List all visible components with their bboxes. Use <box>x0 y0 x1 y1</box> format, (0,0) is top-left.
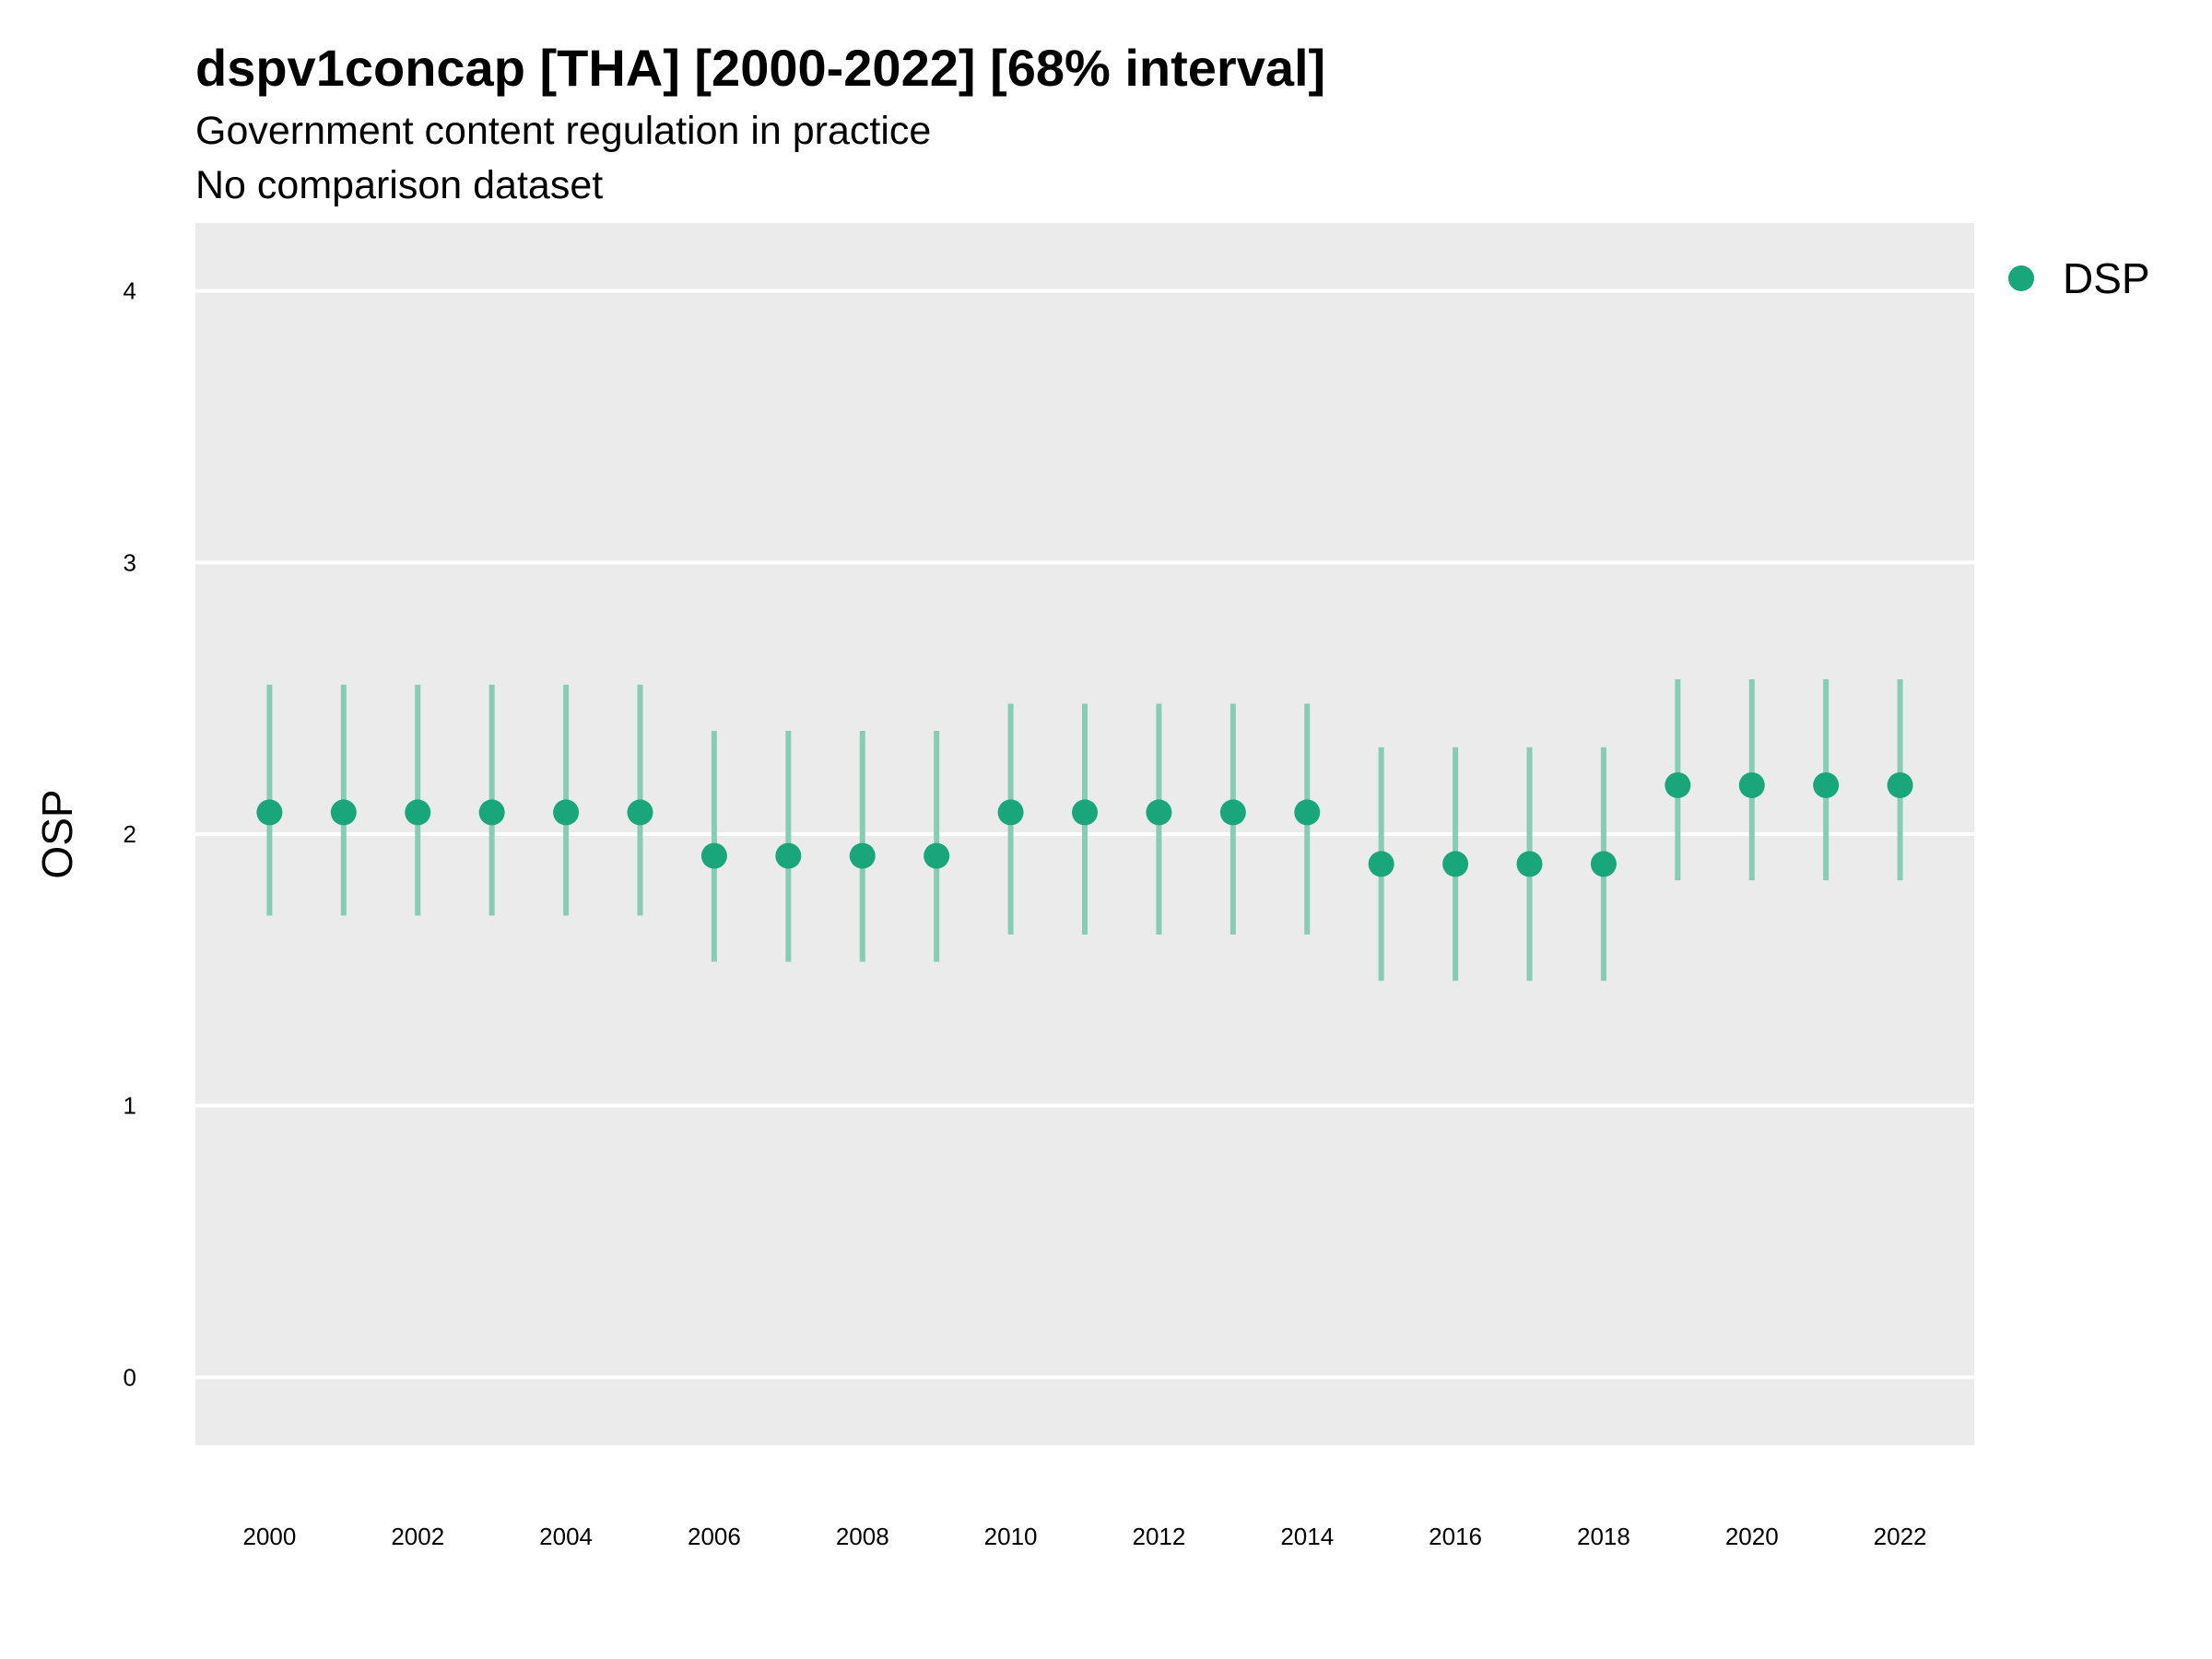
y-tick-label: 4 <box>124 277 136 305</box>
x-tick-label: 2018 <box>1577 1523 1630 1550</box>
data-point <box>1442 851 1469 877</box>
data-point <box>553 799 580 826</box>
chart-subtitle: Government content regulation in practic… <box>195 109 931 153</box>
data-point <box>627 799 653 826</box>
data-point <box>1072 799 1098 826</box>
data-point <box>1887 771 1913 798</box>
data-point <box>775 842 802 869</box>
data-point <box>700 842 727 869</box>
chart-subtitle-secondary: No comparison dataset <box>195 163 603 207</box>
y-tick-label: 2 <box>124 820 136 848</box>
x-tick-label: 2006 <box>688 1523 741 1550</box>
y-axis-title: OSP <box>33 789 81 878</box>
x-tick-label: 2008 <box>836 1523 889 1550</box>
legend-marker-dsp <box>2008 265 2034 291</box>
data-point <box>1590 851 1617 877</box>
x-tick-label: 2020 <box>1725 1523 1779 1550</box>
data-point <box>1368 851 1394 877</box>
data-point <box>1738 771 1765 798</box>
y-tick-labels: 0 1 2 3 4 <box>124 277 136 1392</box>
x-tick-label: 2004 <box>539 1523 593 1550</box>
data-point <box>330 799 357 826</box>
legend: DSP <box>2008 254 2150 302</box>
data-point <box>849 842 876 869</box>
x-tick-label: 2002 <box>391 1523 444 1550</box>
data-point <box>1516 851 1543 877</box>
data-point <box>1219 799 1246 826</box>
chart-title: dspv1concap [THA] [2000-2022] [68% inter… <box>195 39 1325 97</box>
x-tick-label: 2010 <box>984 1523 1038 1550</box>
x-tick-labels: 2000 2002 2004 2006 2008 2010 2012 2014 2016 2018… <box>242 1523 1926 1550</box>
y-tick-label: 0 <box>124 1363 136 1391</box>
data-point <box>1665 771 1691 798</box>
data-points <box>256 771 1913 877</box>
data-point <box>997 799 1024 826</box>
x-tick-label: 2014 <box>1280 1523 1334 1550</box>
data-point <box>1294 799 1321 826</box>
data-point <box>1813 771 1840 798</box>
data-point <box>256 799 283 826</box>
legend-label-dsp: DSP <box>2063 254 2150 302</box>
x-tick-label: 2016 <box>1429 1523 1482 1550</box>
data-point <box>478 799 505 826</box>
x-tick-label: 2000 <box>242 1523 296 1550</box>
x-tick-label: 2022 <box>1874 1523 1927 1550</box>
data-point <box>1146 799 1172 826</box>
x-tick-label: 2012 <box>1132 1523 1185 1550</box>
y-tick-label: 3 <box>124 548 136 576</box>
y-tick-label: 1 <box>124 1092 136 1120</box>
data-point <box>405 799 431 826</box>
data-point <box>924 842 950 869</box>
